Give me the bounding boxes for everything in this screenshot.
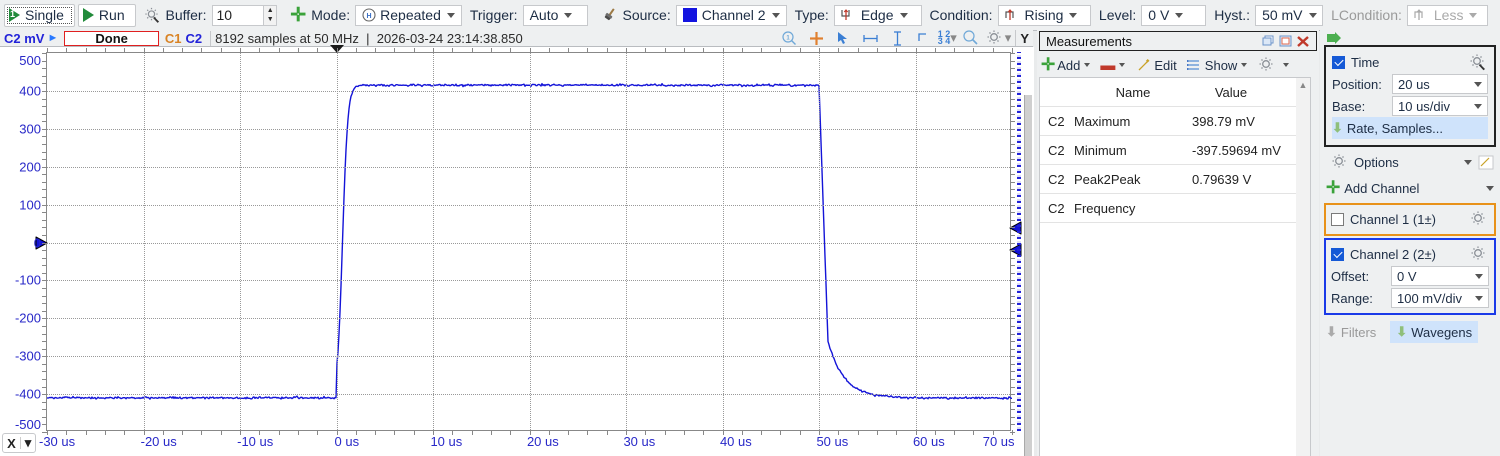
svg-text:H: H	[367, 13, 372, 20]
svg-text:1: 1	[786, 35, 790, 41]
